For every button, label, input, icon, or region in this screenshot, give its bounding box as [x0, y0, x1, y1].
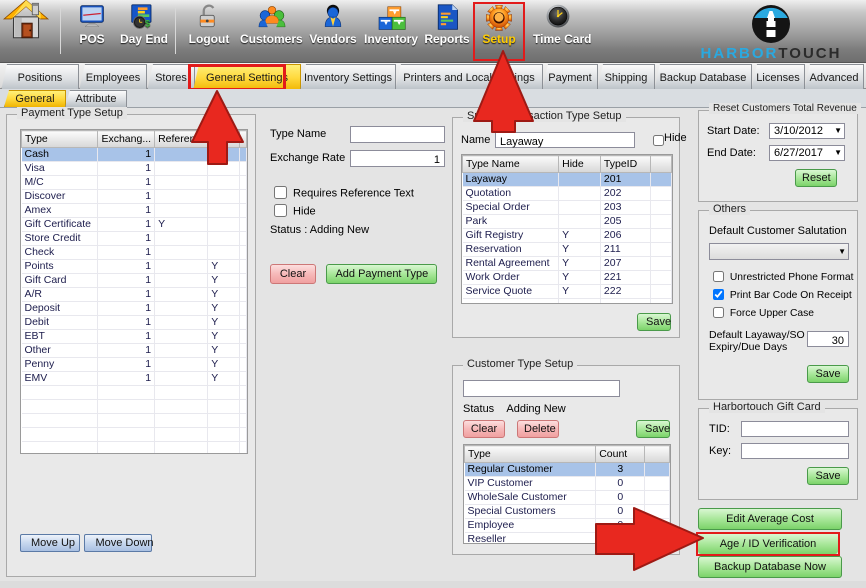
svg-text:$: $	[145, 19, 151, 30]
